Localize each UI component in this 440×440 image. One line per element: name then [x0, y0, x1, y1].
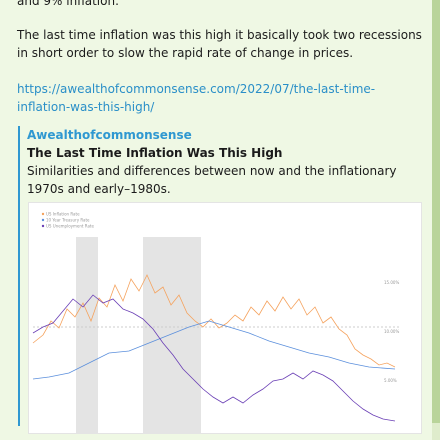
unemployment-line	[32, 294, 396, 422]
preview-image[interactable]: US Inflation Rate 10 Year Treasury Rate …	[28, 202, 422, 437]
treasury-line	[32, 320, 396, 380]
message-text: The last time inflation was this high it…	[17, 28, 422, 60]
legend-label: 10 Year Treasury Rate	[46, 218, 90, 223]
axis-label: 15.00%	[384, 280, 399, 285]
inflation-line	[32, 274, 396, 368]
chart-image: US Inflation Rate 10 Year Treasury Rate …	[32, 212, 401, 437]
legend-label: US Unemployment Rate	[46, 224, 94, 229]
background-edge	[432, 0, 440, 423]
preview-title[interactable]: The Last Time Inflation Was This High	[27, 146, 283, 160]
recession-band	[76, 237, 98, 437]
preview-bar	[18, 126, 20, 426]
legend-dot	[41, 212, 45, 216]
preview-site[interactable]: Awealthofcommonsense	[27, 128, 192, 142]
link[interactable]: https://awealthofcommonsense.com/2022/07…	[17, 82, 376, 114]
preview-description: Similarities and differences between now…	[27, 164, 397, 196]
legend-label: US Inflation Rate	[46, 212, 80, 217]
legend-dot	[41, 218, 45, 222]
axis-label: 10.00%	[384, 329, 399, 334]
recession-band	[143, 237, 201, 437]
legend-dot	[41, 224, 45, 228]
cut-text: and 9% inflation.	[17, 0, 119, 8]
axis-label: 5.00%	[384, 378, 397, 383]
